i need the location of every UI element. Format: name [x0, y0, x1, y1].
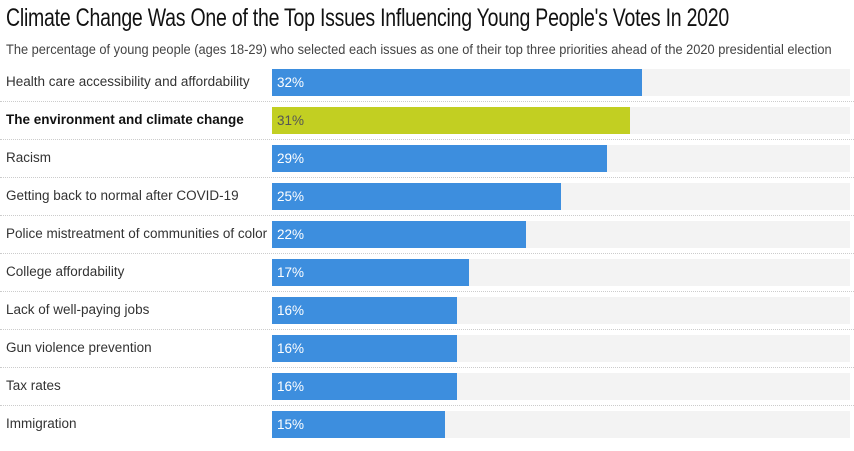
category-label: Tax rates	[6, 378, 61, 393]
category-label: The environment and climate change	[6, 112, 244, 127]
bar-track: 25%	[272, 183, 850, 210]
value-label: 15%	[277, 417, 305, 432]
bar-row: Tax rates 16%	[0, 368, 854, 406]
bar: 22%	[272, 221, 527, 248]
chart-title: Climate Change Was One of the Top Issues…	[6, 4, 730, 32]
bar-track: 22%	[272, 221, 850, 248]
value-label: 29%	[277, 151, 305, 166]
category-label: Police mistreatment of communities of co…	[6, 226, 268, 241]
bar: 17%	[272, 259, 469, 286]
category-label: College affordability	[6, 264, 125, 279]
value-label: 16%	[277, 341, 305, 356]
bar: 16%	[272, 335, 457, 362]
bar: 25%	[272, 183, 561, 210]
bar-track: 16%	[272, 297, 850, 324]
value-label: 16%	[277, 303, 305, 318]
bar-track: 32%	[272, 69, 850, 96]
bar-track: 17%	[272, 259, 850, 286]
bar-row: Gun violence prevention 16%	[0, 330, 854, 368]
value-label: 31%	[277, 113, 305, 128]
bar-row: Lack of well-paying jobs 16%	[0, 292, 854, 330]
bar-row: Police mistreatment of communities of co…	[0, 216, 854, 254]
category-label: Getting back to normal after COVID-19	[6, 188, 239, 203]
bar-row: Racism 29%	[0, 140, 854, 178]
bar-row: Health care accessibility and affordabil…	[0, 64, 854, 102]
chart-subtitle: The percentage of young people (ages 18-…	[6, 42, 832, 57]
bar-row: Getting back to normal after COVID-19 25…	[0, 178, 854, 216]
category-label: Health care accessibility and affordabil…	[6, 74, 250, 89]
value-label: 25%	[277, 189, 305, 204]
value-label: 22%	[277, 227, 305, 242]
bar-rows: Health care accessibility and affordabil…	[0, 64, 854, 444]
category-label: Racism	[6, 150, 52, 165]
bar-track: 16%	[272, 335, 850, 362]
bar: 32%	[272, 69, 642, 96]
category-label: Lack of well-paying jobs	[6, 302, 150, 317]
bar: 16%	[272, 373, 457, 400]
value-label: 16%	[277, 379, 305, 394]
bar-track: 29%	[272, 145, 850, 172]
bar-track: 16%	[272, 373, 850, 400]
bar: 15%	[272, 411, 446, 438]
value-label: 32%	[277, 75, 305, 90]
bar: 29%	[272, 145, 608, 172]
bar-track: 31%	[272, 107, 850, 134]
bar-row: College affordability 17%	[0, 254, 854, 292]
bar: 31%	[272, 107, 631, 134]
bar-row: Immigration 15%	[0, 406, 854, 444]
category-label: Immigration	[6, 416, 77, 431]
value-label: 17%	[277, 265, 305, 280]
category-label: Gun violence prevention	[6, 340, 152, 355]
bar-track: 15%	[272, 411, 850, 438]
bar: 16%	[272, 297, 457, 324]
bar-row: The environment and climate change 31%	[0, 102, 854, 140]
